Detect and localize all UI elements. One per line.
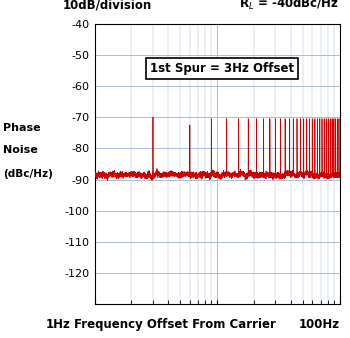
Text: Phase: Phase (4, 123, 41, 134)
Text: 1st Spur = 3Hz Offset: 1st Spur = 3Hz Offset (150, 62, 294, 75)
Text: R$_L$ = -40dBc/Hz: R$_L$ = -40dBc/Hz (239, 0, 340, 12)
Text: Noise: Noise (4, 145, 38, 155)
Text: 10dB/division: 10dB/division (63, 0, 152, 12)
Text: 1Hz: 1Hz (46, 318, 70, 331)
Text: 100Hz: 100Hz (298, 318, 340, 331)
Text: (dBc/Hz): (dBc/Hz) (4, 169, 53, 179)
Text: Frequency Offset From Carrier: Frequency Offset From Carrier (74, 318, 276, 331)
